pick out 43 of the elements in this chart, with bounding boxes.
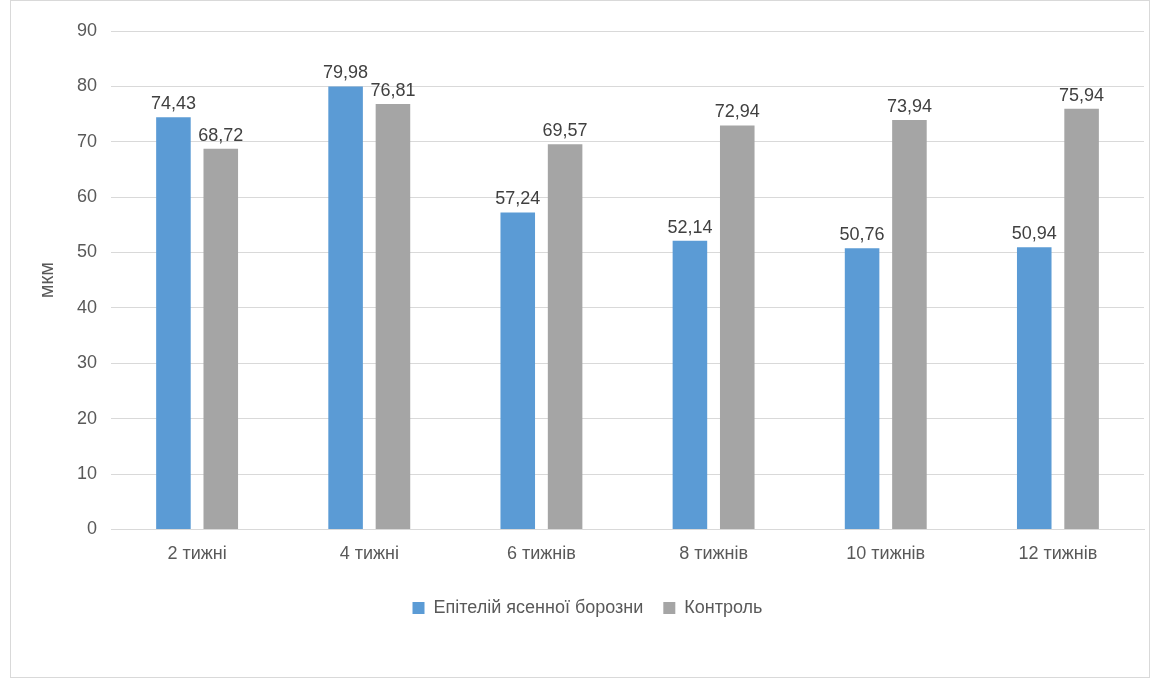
y-axis-title: мкм xyxy=(34,262,57,299)
data-label: 52,14 xyxy=(667,216,713,237)
x-tick-label: 12 тижнів xyxy=(1018,543,1098,564)
legend-label: Контроль xyxy=(684,596,763,617)
y-tick-label: 50 xyxy=(76,241,98,262)
data-label: 79,98 xyxy=(323,62,369,83)
data-label: 76,81 xyxy=(370,80,416,101)
data-label: 50,76 xyxy=(839,224,885,245)
bar xyxy=(844,248,880,529)
bar xyxy=(547,144,583,529)
bar xyxy=(203,148,239,529)
x-tick-label: 4 тижні xyxy=(339,543,399,564)
bar xyxy=(500,212,536,529)
y-tick-label: 10 xyxy=(76,462,98,483)
data-label: 72,94 xyxy=(714,101,760,122)
data-label: 69,57 xyxy=(542,120,588,141)
bar xyxy=(375,104,411,529)
bar xyxy=(156,117,191,529)
legend-label: Епітелій ясенної борозни xyxy=(433,596,644,617)
y-tick-label: 90 xyxy=(76,19,98,40)
bar xyxy=(892,119,927,529)
y-tick-label: 40 xyxy=(76,296,98,317)
data-label: 75,94 xyxy=(1059,84,1105,105)
y-tick-label: 0 xyxy=(87,518,98,539)
y-tick-label: 60 xyxy=(76,186,98,207)
x-tick-label: 2 тижні xyxy=(167,543,227,564)
y-tick-label: 20 xyxy=(76,407,98,428)
y-tick-label: 80 xyxy=(76,75,98,96)
data-label: 74,43 xyxy=(150,93,196,114)
bar xyxy=(719,125,755,529)
bar xyxy=(1016,247,1052,529)
bar xyxy=(672,240,708,529)
data-label: 73,94 xyxy=(886,95,932,116)
x-tick-label: 6 тижнів xyxy=(507,543,576,564)
data-label: 68,72 xyxy=(198,124,244,145)
data-label: 50,94 xyxy=(1011,223,1057,244)
bar xyxy=(328,86,363,529)
x-tick-label: 10 тижнів xyxy=(846,543,926,564)
bar xyxy=(1064,108,1099,529)
y-tick-label: 70 xyxy=(76,130,98,151)
x-tick-label: 8 тижнів xyxy=(679,543,749,564)
y-tick-label: 30 xyxy=(76,352,98,373)
data-label: 57,24 xyxy=(495,188,541,209)
